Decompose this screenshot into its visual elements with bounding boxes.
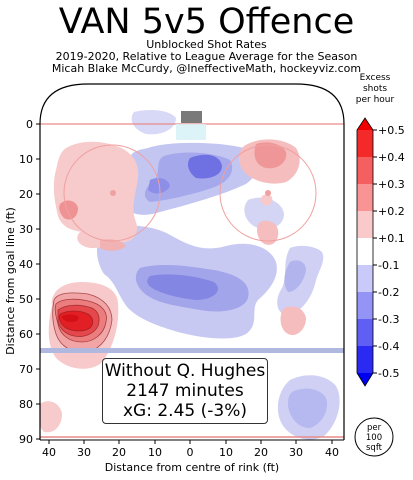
colorbar-tick: +0.5 <box>378 124 405 137</box>
rink-markings <box>40 123 344 438</box>
x-tick-label: 40 <box>325 446 339 459</box>
x-tick-label: 10 <box>219 446 233 459</box>
annotation-minutes: 2147 minutes <box>126 381 244 401</box>
colorbar-label-1: Excess <box>360 73 391 83</box>
colorbar-tick: -0.5 <box>378 367 399 380</box>
x-tick-label: 20 <box>112 446 126 459</box>
colorbar-tick: +0.1 <box>378 232 405 245</box>
annotation-box: Without Q. Hughes 2147 minutes xG: 2.45 … <box>102 358 268 424</box>
unit-label-2: 100 <box>366 433 382 443</box>
annotation-xg: xG: 2.45 (-3%) <box>123 401 247 421</box>
colorbar-top-arrow <box>357 118 373 130</box>
colorbar-tick: -0.2 <box>378 286 399 299</box>
colorbar-tick: +0.2 <box>378 205 405 218</box>
annotation-player: Without Q. Hughes <box>104 361 266 381</box>
y-tick-label: 60 <box>19 328 33 341</box>
y-tick-label: 10 <box>19 153 33 166</box>
y-tick-label: 50 <box>19 293 33 306</box>
faceoff-dot-left <box>110 190 116 196</box>
colorbar-tick: -0.1 <box>378 259 399 272</box>
y-tick-label: 20 <box>19 188 33 201</box>
colorbar-label-3: per hour <box>356 95 395 105</box>
contour-lines <box>52 292 113 353</box>
y-tick-label: 0 <box>26 118 33 131</box>
rink-boards <box>39 83 345 440</box>
blue-line <box>40 348 344 353</box>
x-tick-label: 10 <box>148 446 162 459</box>
colorbar: Excess shots per hour +0.5 +0.4 +0.3 <box>354 73 405 457</box>
x-axis-label: Distance from centre of rink (ft) <box>105 461 279 474</box>
chart-title: VAN 5v5 Offence <box>58 2 355 42</box>
y-tick-label: 40 <box>19 258 33 271</box>
x-axis: 40 30 20 10 0 10 20 30 40 <box>42 440 339 459</box>
colorbar-bottom-arrow <box>357 373 373 386</box>
x-tick-label: 30 <box>289 446 303 459</box>
y-tick-label: 80 <box>19 398 33 411</box>
y-tick-label: 90 <box>19 433 33 446</box>
faceoff-circle-right <box>219 144 317 242</box>
y-axis-label: Distance from goal line (ft) <box>4 207 17 355</box>
y-tick-label: 70 <box>19 363 33 376</box>
colorbar-tick: -0.4 <box>378 340 399 353</box>
unit-label-1: per <box>367 423 382 433</box>
x-tick-label: 0 <box>187 446 194 459</box>
y-tick-label: 30 <box>19 223 33 236</box>
faceoff-circle-left <box>63 144 161 242</box>
colorbar-label-2: shots <box>363 84 387 94</box>
x-tick-label: 40 <box>42 446 56 459</box>
crease <box>176 124 206 140</box>
unit-circle <box>354 417 394 457</box>
colorbar-tick: -0.3 <box>378 313 399 326</box>
chart-subtitle-1: Unblocked Shot Rates <box>146 38 267 51</box>
colorbar-tick: +0.4 <box>378 151 405 164</box>
goal-net <box>181 111 202 123</box>
chart-subtitle-2: 2019-2020, Relative to League Average fo… <box>55 50 358 63</box>
unit-label-3: sqft <box>366 443 383 453</box>
faceoff-dot-right <box>265 190 271 196</box>
chart-subtitle-3: Micah Blake McCurdy, @IneffectiveMath, h… <box>51 62 362 75</box>
y-axis: 0 10 20 30 40 50 60 70 80 90 <box>19 118 40 446</box>
x-tick-label: 30 <box>77 446 91 459</box>
negative-regions <box>97 110 340 440</box>
x-tick-label: 20 <box>254 446 268 459</box>
colorbar-tick: +0.3 <box>378 178 405 191</box>
